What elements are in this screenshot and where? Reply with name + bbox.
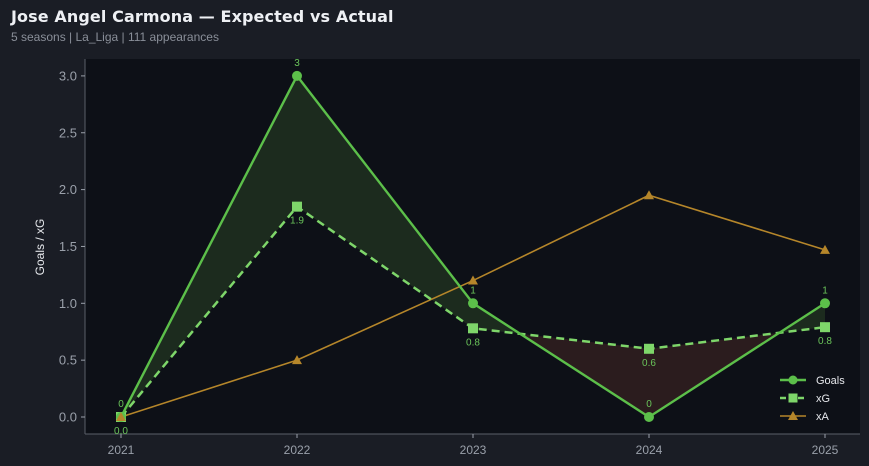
xa-triangle-marker bbox=[644, 190, 654, 200]
goals-data-label: 0 bbox=[118, 399, 124, 410]
xg-data-label: 0.8 bbox=[466, 337, 480, 348]
chart-title: Jose Angel Carmona — Expected vs Actual bbox=[11, 7, 394, 26]
chart-subtitle: 5 seasons | La_Liga | 111 appearances bbox=[11, 30, 219, 44]
x-tick-label: 2025 bbox=[812, 443, 839, 457]
plot-area bbox=[85, 59, 860, 434]
goals-data-label: 3 bbox=[294, 58, 300, 69]
x-tick-label: 2024 bbox=[636, 443, 663, 457]
legend-label-xa: xA bbox=[816, 411, 830, 423]
y-tick-label: 3.0 bbox=[59, 68, 77, 83]
goals-circle-marker bbox=[292, 70, 302, 81]
xg-data-label: 0.6 bbox=[642, 358, 656, 369]
y-tick-label: 2.0 bbox=[59, 182, 77, 197]
xg-square-marker bbox=[468, 323, 478, 334]
xg-square-marker bbox=[292, 201, 302, 212]
y-tick-label: 0.5 bbox=[59, 353, 77, 368]
legend-label-goals: Goals bbox=[816, 375, 845, 387]
xg-data-label: 0.8 bbox=[818, 336, 832, 347]
goals-data-label: 1 bbox=[470, 285, 476, 296]
goals-data-label: 0 bbox=[646, 399, 652, 410]
y-axis-label: Goals / xG bbox=[33, 219, 47, 276]
goals-circle-marker bbox=[468, 298, 478, 309]
legend-xa-marker bbox=[788, 411, 798, 420]
xa-triangle-marker bbox=[292, 355, 302, 365]
x-tick-label: 2022 bbox=[284, 443, 311, 457]
legend-label-xg: xG bbox=[816, 393, 830, 405]
legend-goals-marker bbox=[788, 375, 798, 385]
y-tick-label: 0.0 bbox=[59, 410, 77, 425]
goals-circle-marker bbox=[644, 412, 654, 422]
goals-circle-marker bbox=[820, 298, 830, 309]
y-tick-label: 1.5 bbox=[59, 239, 77, 254]
xg-square-marker bbox=[820, 322, 830, 333]
xa-triangle-marker bbox=[468, 275, 478, 285]
xg-data-label: 0.0 bbox=[114, 426, 128, 437]
legend-xg-marker bbox=[788, 393, 798, 403]
x-tick-label: 2023 bbox=[460, 443, 487, 457]
goals-data-label: 1 bbox=[822, 285, 828, 296]
overperformance-fill bbox=[297, 75, 473, 329]
xa-triangle-marker bbox=[820, 244, 830, 254]
xg-square-marker bbox=[644, 343, 654, 354]
xg-data-label: 1.9 bbox=[290, 216, 304, 227]
x-tick-label: 2021 bbox=[108, 443, 135, 457]
y-tick-label: 2.5 bbox=[59, 125, 77, 140]
xa-triangle-marker bbox=[116, 412, 126, 421]
y-tick-label: 1.0 bbox=[59, 296, 77, 311]
